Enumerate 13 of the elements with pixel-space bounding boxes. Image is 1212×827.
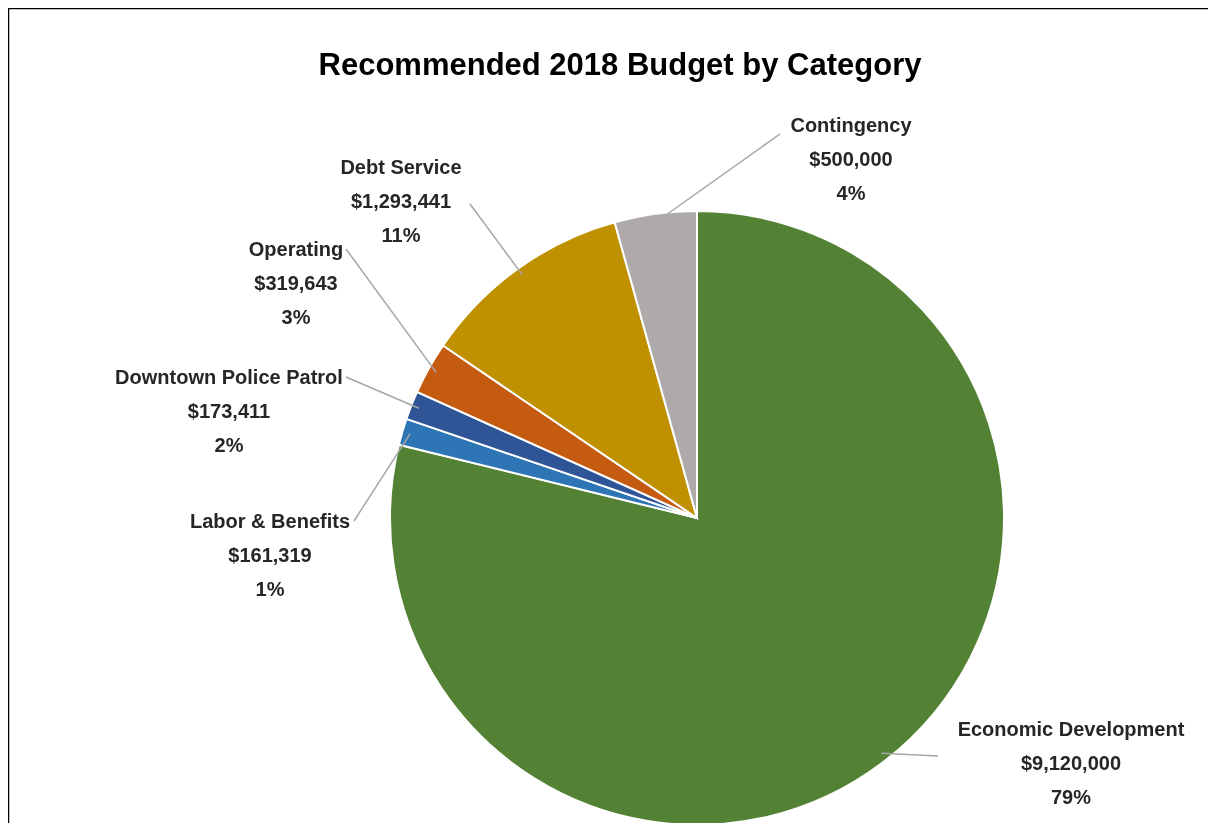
slice-label: Economic Development — [957, 718, 1185, 740]
slice-label: Contingency — [790, 114, 913, 136]
slice-label: Debt Service — [340, 156, 462, 178]
data-label: $173,411 2% — [187, 400, 271, 456]
slice-label: Operating — [248, 238, 344, 260]
slice-label: Downtown Police Patrol — [115, 366, 343, 388]
slice-label: Labor & Benefits — [189, 510, 351, 532]
data-label: $9,120,000 79% — [1020, 752, 1122, 808]
data-label: $161,319 1% — [228, 544, 312, 600]
data-label: $1,293,441 11% — [350, 190, 452, 246]
chart-title: Recommended 2018 Budget by Category — [318, 47, 923, 82]
data-label: $319,643 3% — [254, 272, 338, 328]
data-label: $500,000 4% — [809, 148, 893, 204]
